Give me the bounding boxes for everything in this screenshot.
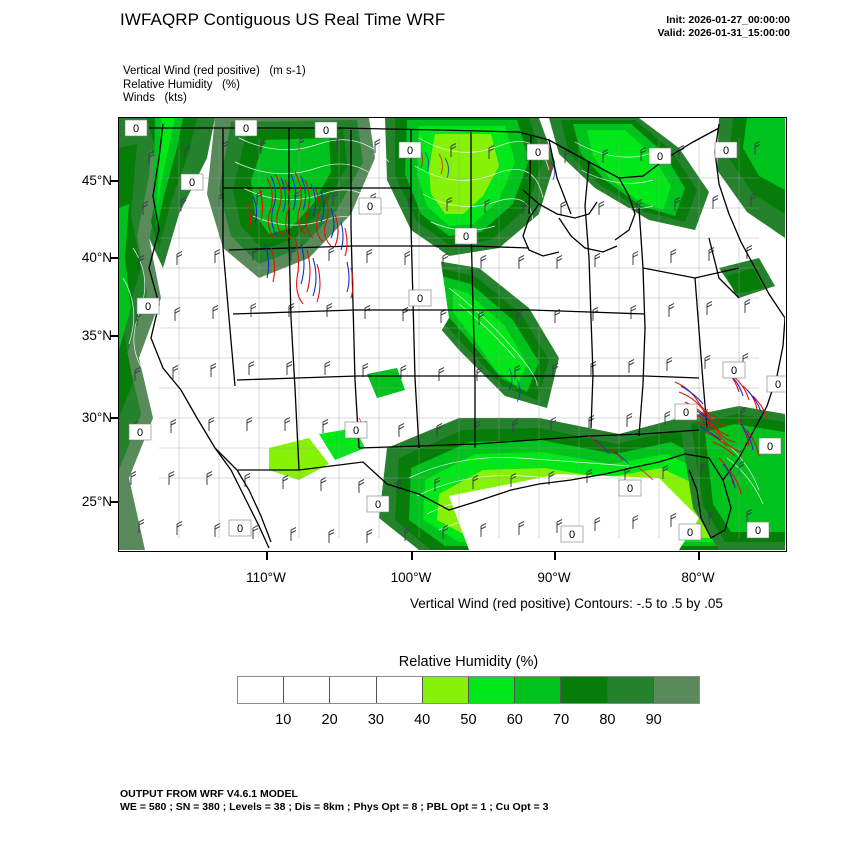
map-panel[interactable]: 0 0 0 0 0 0 0: [118, 117, 787, 552]
colorbar-cell-2: [330, 677, 377, 703]
lat-tick-label-25n: 25°N: [81, 494, 112, 509]
lon-tick-mark-80w: [698, 552, 700, 560]
svg-text:0: 0: [367, 201, 373, 213]
svg-text:0: 0: [767, 441, 773, 453]
lat-tick-label-40n: 40°N: [81, 250, 112, 265]
colorbar-label-40: 40: [414, 712, 431, 728]
svg-text:0: 0: [535, 147, 541, 159]
lat-tick-mark-45n: [110, 180, 118, 182]
svg-text:0: 0: [687, 527, 693, 539]
colorbar-title: Relative Humidity (%): [398, 654, 539, 670]
lon-tick-mark-90w: [554, 552, 556, 560]
colorbar-cell-0: [238, 677, 285, 703]
colorbar-cell-3: [376, 677, 423, 703]
colorbar-cell-8: [607, 677, 654, 703]
colorbar-cell-5: [469, 677, 516, 703]
svg-text:0: 0: [323, 125, 329, 137]
colorbar-labels: 10 20 30 40 50 60 70 80 90: [237, 712, 700, 732]
variable-list: Vertical Wind (red positive) (m s-1) Rel…: [123, 65, 306, 104]
svg-text:0: 0: [755, 525, 761, 537]
colorbar-cell-7: [561, 677, 608, 703]
svg-text:0: 0: [145, 301, 151, 313]
svg-text:0: 0: [133, 123, 139, 135]
colorbar-cell-1: [284, 677, 331, 703]
lat-tick-mark-30n: [110, 417, 118, 419]
lat-tick-mark-40n: [110, 257, 118, 259]
colorbar-cell-9: [653, 677, 700, 703]
colorbar-label-10: 10: [275, 712, 292, 728]
lon-tick-mark-100w: [411, 552, 413, 560]
model-timestamps: Init: 2026-01-27_00:00:00 Valid: 2026-01…: [657, 14, 790, 39]
svg-text:0: 0: [189, 177, 195, 189]
init-time: Init: 2026-01-27_00:00:00: [666, 14, 790, 26]
lon-tick-label-80w: 80°W: [681, 570, 715, 585]
colorbar-label-20: 20: [321, 712, 338, 728]
colorbar[interactable]: [237, 676, 700, 704]
svg-text:0: 0: [417, 293, 423, 305]
svg-text:0: 0: [407, 145, 413, 157]
colorbar-label-50: 50: [460, 712, 477, 728]
svg-text:0: 0: [657, 151, 663, 163]
lat-tick-label-35n: 35°N: [81, 328, 112, 343]
lon-tick-label-90w: 90°W: [537, 570, 571, 585]
rh-contour-lines: [122, 137, 764, 531]
svg-text:0: 0: [683, 407, 689, 419]
lat-tick-label-30n: 30°N: [81, 410, 112, 425]
colorbar-label-70: 70: [553, 712, 570, 728]
lat-tick-mark-25n: [110, 501, 118, 503]
lon-tick-mark-110w: [266, 552, 268, 560]
colorbar-cell-6: [515, 677, 562, 703]
lon-tick-label-110w: 110°W: [246, 570, 286, 585]
model-config-footer: OUTPUT FROM WRF V4.6.1 MODEL WE = 580 ; …: [120, 788, 549, 813]
svg-text:0: 0: [731, 365, 737, 377]
colorbar-label-80: 80: [599, 712, 616, 728]
svg-text:0: 0: [237, 523, 243, 535]
svg-text:0: 0: [137, 427, 143, 439]
svg-text:0: 0: [243, 123, 249, 135]
svg-text:0: 0: [627, 483, 633, 495]
colorbar-label-30: 30: [367, 712, 384, 728]
state-boundaries: [148, 123, 785, 549]
svg-text:0: 0: [569, 529, 575, 541]
colorbar-label-60: 60: [506, 712, 523, 728]
contour-label-group: 0 0 0 0 0 0 0: [124, 119, 785, 543]
svg-text:0: 0: [775, 379, 781, 391]
page-title: IWFAQRP Contiguous US Real Time WRF: [120, 10, 446, 29]
lon-tick-label-100w: 100°W: [390, 570, 432, 585]
colorbar-label-90: 90: [645, 712, 662, 728]
svg-text:0: 0: [375, 499, 381, 511]
svg-text:0: 0: [463, 231, 469, 243]
contour-caption: Vertical Wind (red positive) Contours: -…: [410, 596, 723, 611]
colorbar-cell-4: [422, 677, 470, 703]
lat-tick-mark-35n: [110, 335, 118, 337]
svg-text:0: 0: [353, 425, 359, 437]
valid-time: Valid: 2026-01-31_15:00:00: [657, 26, 790, 39]
lat-tick-label-45n: 45°N: [81, 173, 112, 188]
svg-text:0: 0: [723, 145, 729, 157]
